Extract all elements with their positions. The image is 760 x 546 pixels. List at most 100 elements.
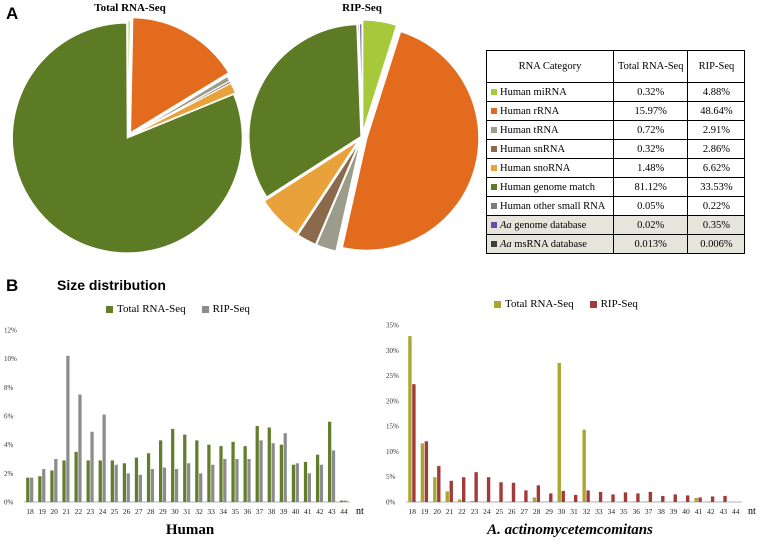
bar-total-19 — [38, 476, 42, 502]
category-swatch — [491, 127, 497, 134]
bar-rip-27 — [138, 474, 142, 502]
table-cell-category: Human rRNA — [486, 101, 614, 121]
x-tick-label: 21 — [446, 507, 454, 516]
bar-total-19 — [420, 443, 425, 502]
bar-total-18 — [26, 477, 30, 502]
y-tick-label: 8% — [4, 384, 14, 392]
category-label: msRNA database — [511, 238, 587, 250]
x-tick-label: 18 — [26, 507, 34, 516]
bar-rip-20 — [437, 466, 441, 502]
bar-rip-30 — [174, 469, 179, 502]
bar-rip-30 — [561, 490, 565, 502]
x-tick-label: 32 — [195, 507, 203, 516]
bar-rip-42 — [710, 496, 715, 502]
pie-slice-human-snrna — [297, 141, 361, 246]
bar-total-41 — [303, 461, 308, 502]
bar-rip-33 — [598, 491, 603, 502]
bar-total-32 — [195, 440, 199, 502]
bar-total-30 — [171, 428, 175, 502]
legend-label-total-human: Total RNA-Seq — [117, 303, 186, 315]
pie-slice-human-genome-match — [11, 22, 243, 254]
x-tick-label: 18 — [408, 507, 416, 516]
bar-total-21 — [445, 491, 449, 502]
x-tick-label: 23 — [87, 507, 95, 516]
bar-rip-34 — [223, 459, 227, 502]
y-tick-label: 0% — [4, 499, 14, 507]
x-tick-label: 24 — [99, 507, 107, 516]
bar-rip-40 — [295, 463, 299, 502]
human-size-chart: 0% 2% 4% 6% 8% 10% 12% 18 19 20 21 22 23 24 25 26 27 28 29… — [4, 327, 364, 518]
legend-label-total-aa: Total RNA-Seq — [505, 298, 574, 310]
bar-rip-26 — [126, 473, 130, 502]
bar-total-32 — [582, 429, 586, 502]
x-tick-label: 19 — [421, 507, 429, 516]
table-cell-rip: 33.53% — [687, 177, 746, 197]
category-swatch — [491, 203, 497, 210]
pie-slice-human-snorna — [128, 82, 237, 138]
bar-rip-24 — [102, 414, 106, 502]
bar-total-18 — [408, 336, 412, 502]
y-tick-label: 10% — [386, 448, 399, 456]
bar-total-37 — [644, 501, 649, 502]
x-tick-label: 44 — [340, 507, 348, 516]
bar-total-34 — [607, 501, 611, 502]
category-label: Human snoRNA — [500, 162, 571, 174]
x-tick-label: 24 — [483, 507, 491, 516]
bar-rip-19 — [42, 469, 46, 502]
table-cell-category: Human genome match — [486, 177, 614, 197]
category-swatch — [491, 241, 497, 248]
bar-rip-31 — [187, 463, 191, 502]
bar-total-28 — [146, 453, 151, 502]
bar-total-27 — [134, 457, 139, 502]
x-tick-label: 42 — [316, 507, 324, 516]
bar-rip-32 — [199, 473, 203, 502]
x-tick-label: 36 — [244, 507, 252, 516]
x-tick-label: 26 — [123, 507, 131, 516]
x-axis-unit-label: nt — [356, 506, 364, 517]
bar-total-25 — [110, 460, 114, 502]
bar-rip-43 — [331, 450, 336, 502]
pie-total-rna-seq — [11, 17, 243, 254]
category-swatch — [491, 222, 497, 229]
header-total: Total RNA-Seq — [612, 50, 689, 83]
bar-rip-23 — [90, 431, 94, 502]
y-tick-label: 4% — [4, 441, 14, 449]
y-tick-label: 2% — [4, 470, 14, 478]
x-tick-label: 44 — [732, 507, 740, 516]
table-cell-rip: 2.91% — [687, 120, 746, 140]
table-cell-total: 0.02% — [612, 215, 689, 235]
aa-chart-label: A. actinomycetemcomitans — [487, 522, 653, 538]
bar-total-24 — [98, 460, 102, 502]
pie-slice-human-rrna — [341, 30, 480, 251]
bar-rip-31 — [574, 494, 578, 502]
pie-rip-title: RIP-Seq — [342, 2, 382, 14]
table-cell-category: Aa genome database — [486, 215, 614, 235]
bar-rip-23 — [474, 472, 478, 502]
category-label: Human miRNA — [500, 86, 567, 98]
table-row: Human tRNA 0.72% 2.91% — [486, 120, 746, 140]
category-label: genome database — [511, 219, 587, 231]
bar-total-28 — [532, 497, 537, 502]
bar-total-37 — [255, 426, 259, 502]
aa-legend: Total RNA-Seq RIP-Seq — [494, 298, 638, 310]
category-label: Human genome match — [500, 181, 596, 193]
table-cell-category: Human miRNA — [486, 82, 614, 102]
x-tick-label: 27 — [520, 507, 528, 516]
bar-rip-27 — [524, 490, 528, 502]
bar-rip-26 — [511, 482, 516, 502]
category-label-italic: Aa — [500, 219, 512, 231]
bar-total-29 — [158, 440, 163, 502]
bar-total-44 — [340, 500, 344, 502]
bar-rip-25 — [114, 464, 118, 502]
pie-slice-human-genome-match — [248, 23, 362, 198]
legend-label-rip-human: RIP-Seq — [212, 303, 250, 315]
table-cell-category: Human other small RNA — [486, 196, 614, 216]
bar-total-42 — [706, 501, 711, 502]
bar-rip-38 — [661, 495, 665, 502]
table-row: Human snoRNA 1.48% 6.62% — [486, 158, 746, 178]
x-tick-label: 20 — [433, 507, 441, 516]
bar-rip-42 — [319, 464, 324, 502]
rna-category-table: RNA Category Total RNA-Seq RIP-Seq Human… — [486, 50, 746, 254]
x-tick-label: 39 — [280, 507, 288, 516]
table-cell-rip: 48.64% — [687, 101, 746, 121]
